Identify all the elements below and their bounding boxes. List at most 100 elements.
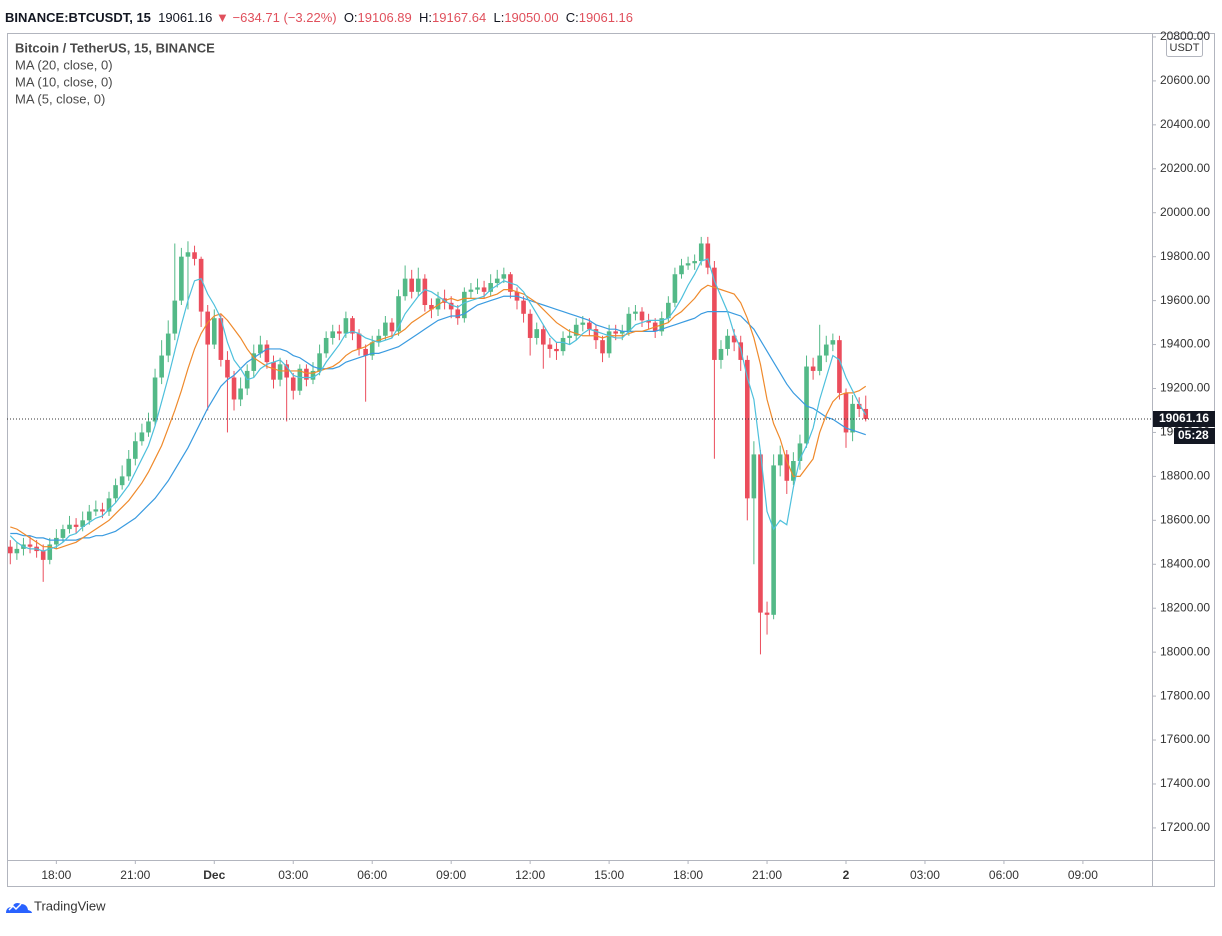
candle-body bbox=[672, 274, 678, 303]
candle-body bbox=[350, 318, 355, 334]
candle-body bbox=[725, 335, 730, 349]
candle-body bbox=[771, 465, 776, 615]
candle-body bbox=[666, 302, 671, 319]
countdown: 05:28 bbox=[1178, 428, 1209, 442]
candle-body bbox=[80, 520, 85, 527]
candle-body bbox=[238, 388, 243, 400]
candle-body bbox=[126, 458, 132, 477]
last-price-label: 19061.16 bbox=[1159, 411, 1209, 425]
candle-body bbox=[810, 366, 816, 371]
candle-body bbox=[106, 498, 112, 512]
close-value: 19061.16 bbox=[578, 10, 634, 25]
legend-entry: MA (20, close, 0) bbox=[15, 57, 113, 72]
candle-body bbox=[119, 476, 125, 486]
candle-body bbox=[646, 320, 651, 323]
candle-body bbox=[290, 377, 296, 391]
candle-body bbox=[791, 461, 796, 481]
candle-body bbox=[468, 289, 474, 292]
candle-body bbox=[817, 355, 822, 371]
candle-body bbox=[758, 454, 763, 613]
candle-body bbox=[580, 322, 586, 325]
x-tick-label: 09:00 bbox=[1068, 868, 1098, 882]
y-tick-label: 17200.00 bbox=[1160, 820, 1210, 834]
candle-body bbox=[330, 331, 336, 338]
x-tick-label: 18:00 bbox=[673, 868, 703, 882]
candle-body bbox=[435, 298, 441, 310]
currency: USDT bbox=[1170, 42, 1200, 54]
ma-line bbox=[10, 284, 867, 550]
candle-body bbox=[606, 331, 612, 354]
candle-body bbox=[47, 544, 53, 560]
candle-body bbox=[363, 348, 368, 356]
x-tick-label: Dec bbox=[203, 868, 225, 882]
candle-body bbox=[133, 441, 138, 459]
y-tick-label: 19800.00 bbox=[1160, 249, 1210, 263]
candle-body bbox=[784, 454, 790, 481]
candle-body bbox=[343, 318, 349, 334]
logo-arrow bbox=[8, 903, 22, 911]
candle-body bbox=[67, 524, 72, 530]
candle-body bbox=[146, 421, 151, 433]
candle-body bbox=[389, 322, 395, 332]
candle-body bbox=[93, 509, 99, 512]
open-label: O: bbox=[343, 10, 358, 25]
candle-body bbox=[705, 243, 711, 268]
y-tick-label: 20000.00 bbox=[1160, 205, 1210, 219]
high-label: H: bbox=[419, 10, 433, 25]
candle-body bbox=[777, 454, 783, 466]
high-value: 19167.64 bbox=[432, 10, 487, 25]
candle-body bbox=[797, 443, 803, 462]
y-tick-label: 18200.00 bbox=[1160, 600, 1210, 614]
candle-body bbox=[152, 377, 158, 422]
candle-body bbox=[172, 300, 178, 334]
y-tick-label: 17600.00 bbox=[1160, 732, 1210, 746]
candle-body bbox=[830, 340, 836, 345]
logo-cloud bbox=[6, 903, 32, 913]
candle-body bbox=[205, 311, 211, 345]
plot-area bbox=[7, 236, 869, 655]
brand: TradingView bbox=[34, 898, 106, 913]
candle-body bbox=[369, 342, 375, 356]
candle-body bbox=[40, 551, 46, 560]
last-price-box bbox=[1153, 411, 1215, 428]
y-tick-label: 19400.00 bbox=[1160, 337, 1210, 351]
candle-body bbox=[567, 335, 572, 338]
candle-body bbox=[633, 311, 638, 314]
candle-body bbox=[692, 261, 697, 264]
candle-body bbox=[856, 403, 862, 409]
chart-title: Bitcoin / TetherUS, 15, BINANCE bbox=[15, 40, 215, 55]
candle-body bbox=[455, 309, 461, 319]
y-tick-label: 20800.00 bbox=[1160, 29, 1210, 43]
candle-body bbox=[712, 267, 717, 360]
candle-body bbox=[554, 348, 559, 352]
candle-body bbox=[192, 252, 197, 259]
candle-body bbox=[619, 331, 625, 334]
candle-body bbox=[54, 537, 59, 545]
candle-body bbox=[198, 258, 204, 312]
candle-body bbox=[317, 353, 322, 371]
candle-body bbox=[415, 278, 421, 292]
candle-body bbox=[494, 278, 500, 284]
candle-body bbox=[850, 403, 855, 433]
tradingview-logo bbox=[6, 903, 32, 913]
x-tick-label: 21:00 bbox=[752, 868, 782, 882]
candle-body bbox=[231, 377, 237, 400]
down-arrow: ▼ bbox=[216, 10, 229, 25]
ma-line bbox=[10, 295, 866, 541]
chart-frame bbox=[7, 33, 1215, 887]
candle-body bbox=[429, 305, 434, 310]
y-tick-label: 18000.00 bbox=[1160, 644, 1210, 658]
candle-body bbox=[560, 337, 566, 352]
candle-body bbox=[541, 329, 546, 345]
countdown-box bbox=[1174, 428, 1215, 445]
symbol: BINANCE:BTCUSDT, 15 bbox=[5, 10, 151, 25]
candle-body bbox=[488, 283, 493, 292]
candle-body bbox=[843, 392, 849, 433]
x-tick-label: 03:00 bbox=[910, 868, 940, 882]
candle-body bbox=[764, 612, 770, 615]
candle-body bbox=[376, 335, 382, 343]
candle-body bbox=[751, 454, 757, 499]
candle-body bbox=[179, 256, 184, 301]
